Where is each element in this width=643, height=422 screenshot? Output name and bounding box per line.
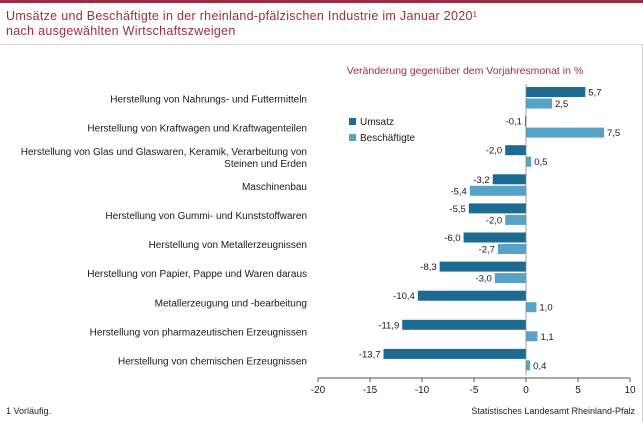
x-tick-label: 5 xyxy=(575,385,581,396)
x-tick-label: -10 xyxy=(415,385,430,396)
data-label: -6,0 xyxy=(444,233,460,244)
top-accent-bar xyxy=(0,0,643,3)
bar-beschaeftigte xyxy=(526,127,604,138)
bar-umsatz xyxy=(526,87,586,97)
category-label: Herstellung von Metallerzeugnissen xyxy=(149,240,307,251)
category-label: Metallerzeugung und -bearbeitung xyxy=(155,298,307,309)
data-label: 7,5 xyxy=(607,128,620,139)
bar-beschaeftigte xyxy=(497,244,526,254)
bar-umsatz xyxy=(505,145,526,156)
x-tick-label: -5 xyxy=(470,385,479,396)
data-label: -3,2 xyxy=(473,175,489,186)
x-tick-label: 0 xyxy=(523,385,529,396)
data-label: -0,1 xyxy=(506,117,522,128)
bar-beschaeftigte xyxy=(526,360,531,371)
category-label: Herstellung von Gummi- und Kunststoffwar… xyxy=(105,211,307,222)
data-label: -11,9 xyxy=(378,320,399,331)
chart-subtitle: Veränderung gegenüber dem Vorjahresmonat… xyxy=(347,65,583,77)
data-label: 2,5 xyxy=(555,99,568,110)
legend-swatch-0 xyxy=(349,118,356,125)
data-label: -5,5 xyxy=(449,204,465,215)
bar-beschaeftigte xyxy=(526,302,537,313)
category-label: Herstellung von pharmazeutischen Erzeugn… xyxy=(90,327,307,338)
data-label: -8,3 xyxy=(420,262,436,273)
x-tick-label: 10 xyxy=(624,385,636,396)
source-note: Statistisches Landesamt Rheinland-Pfalz xyxy=(471,406,635,416)
x-tick-label: -20 xyxy=(311,385,326,396)
bar-beschaeftigte xyxy=(526,331,538,342)
data-label: 0,5 xyxy=(534,157,547,168)
data-label: 5,7 xyxy=(588,88,601,99)
category-label: Steinen und Erden xyxy=(224,159,307,170)
title-separator xyxy=(0,44,643,45)
data-label: 0,4 xyxy=(533,361,546,372)
chart-title-line2: nach ausgewählten Wirtschaftszweigen xyxy=(6,24,236,38)
legend-swatch-1 xyxy=(349,134,356,141)
x-tick-label: -15 xyxy=(363,385,378,396)
bar-umsatz xyxy=(463,232,526,243)
bar-beschaeftigte xyxy=(494,273,526,284)
data-label: 1,0 xyxy=(539,303,552,314)
legend-label-0: Umsatz xyxy=(360,117,394,128)
chart-title: Umsätze und Beschäftigte in der rheinlan… xyxy=(6,9,477,39)
data-label: -2,7 xyxy=(479,245,495,256)
category-label: Maschinenbau xyxy=(242,182,307,193)
bar-umsatz xyxy=(524,116,526,127)
bar-umsatz xyxy=(492,174,526,185)
category-label: Herstellung von Nahrungs- und Futtermitt… xyxy=(110,95,307,106)
data-label: 1,1 xyxy=(540,332,553,343)
bar-chart: Veränderung gegenüber dem Vorjahresmonat… xyxy=(21,65,636,396)
bar-beschaeftigte xyxy=(469,185,526,196)
data-label: -2,0 xyxy=(486,215,502,226)
category-label: Herstellung von Glas und Glaswaren, Kera… xyxy=(21,147,307,158)
bar-umsatz xyxy=(468,203,526,214)
bar-beschaeftigte xyxy=(526,156,532,167)
bar-umsatz xyxy=(439,261,526,272)
category-label: Herstellung von Kraftwagen und Kraftwage… xyxy=(87,124,307,135)
data-label: -3,0 xyxy=(475,274,491,285)
bar-umsatz xyxy=(383,348,526,359)
bar-beschaeftigte xyxy=(526,98,552,109)
data-label: -10,4 xyxy=(393,291,415,302)
data-label: -5,4 xyxy=(450,186,466,197)
category-label: Herstellung von chemischen Erzeugnissen xyxy=(118,356,307,367)
legend-label-1: Beschäftigte xyxy=(360,133,415,144)
bar-beschaeftigte xyxy=(505,214,526,225)
footnote: 1 Vorläufig. xyxy=(6,406,52,416)
bar-umsatz xyxy=(417,290,526,301)
data-label: -2,0 xyxy=(486,146,502,157)
data-label: -13,7 xyxy=(359,349,381,360)
bar-umsatz xyxy=(402,319,526,330)
chart-title-line1: Umsätze und Beschäftigte in der rheinlan… xyxy=(6,9,478,23)
category-label: Herstellung von Papier, Pappe und Waren … xyxy=(87,269,307,280)
